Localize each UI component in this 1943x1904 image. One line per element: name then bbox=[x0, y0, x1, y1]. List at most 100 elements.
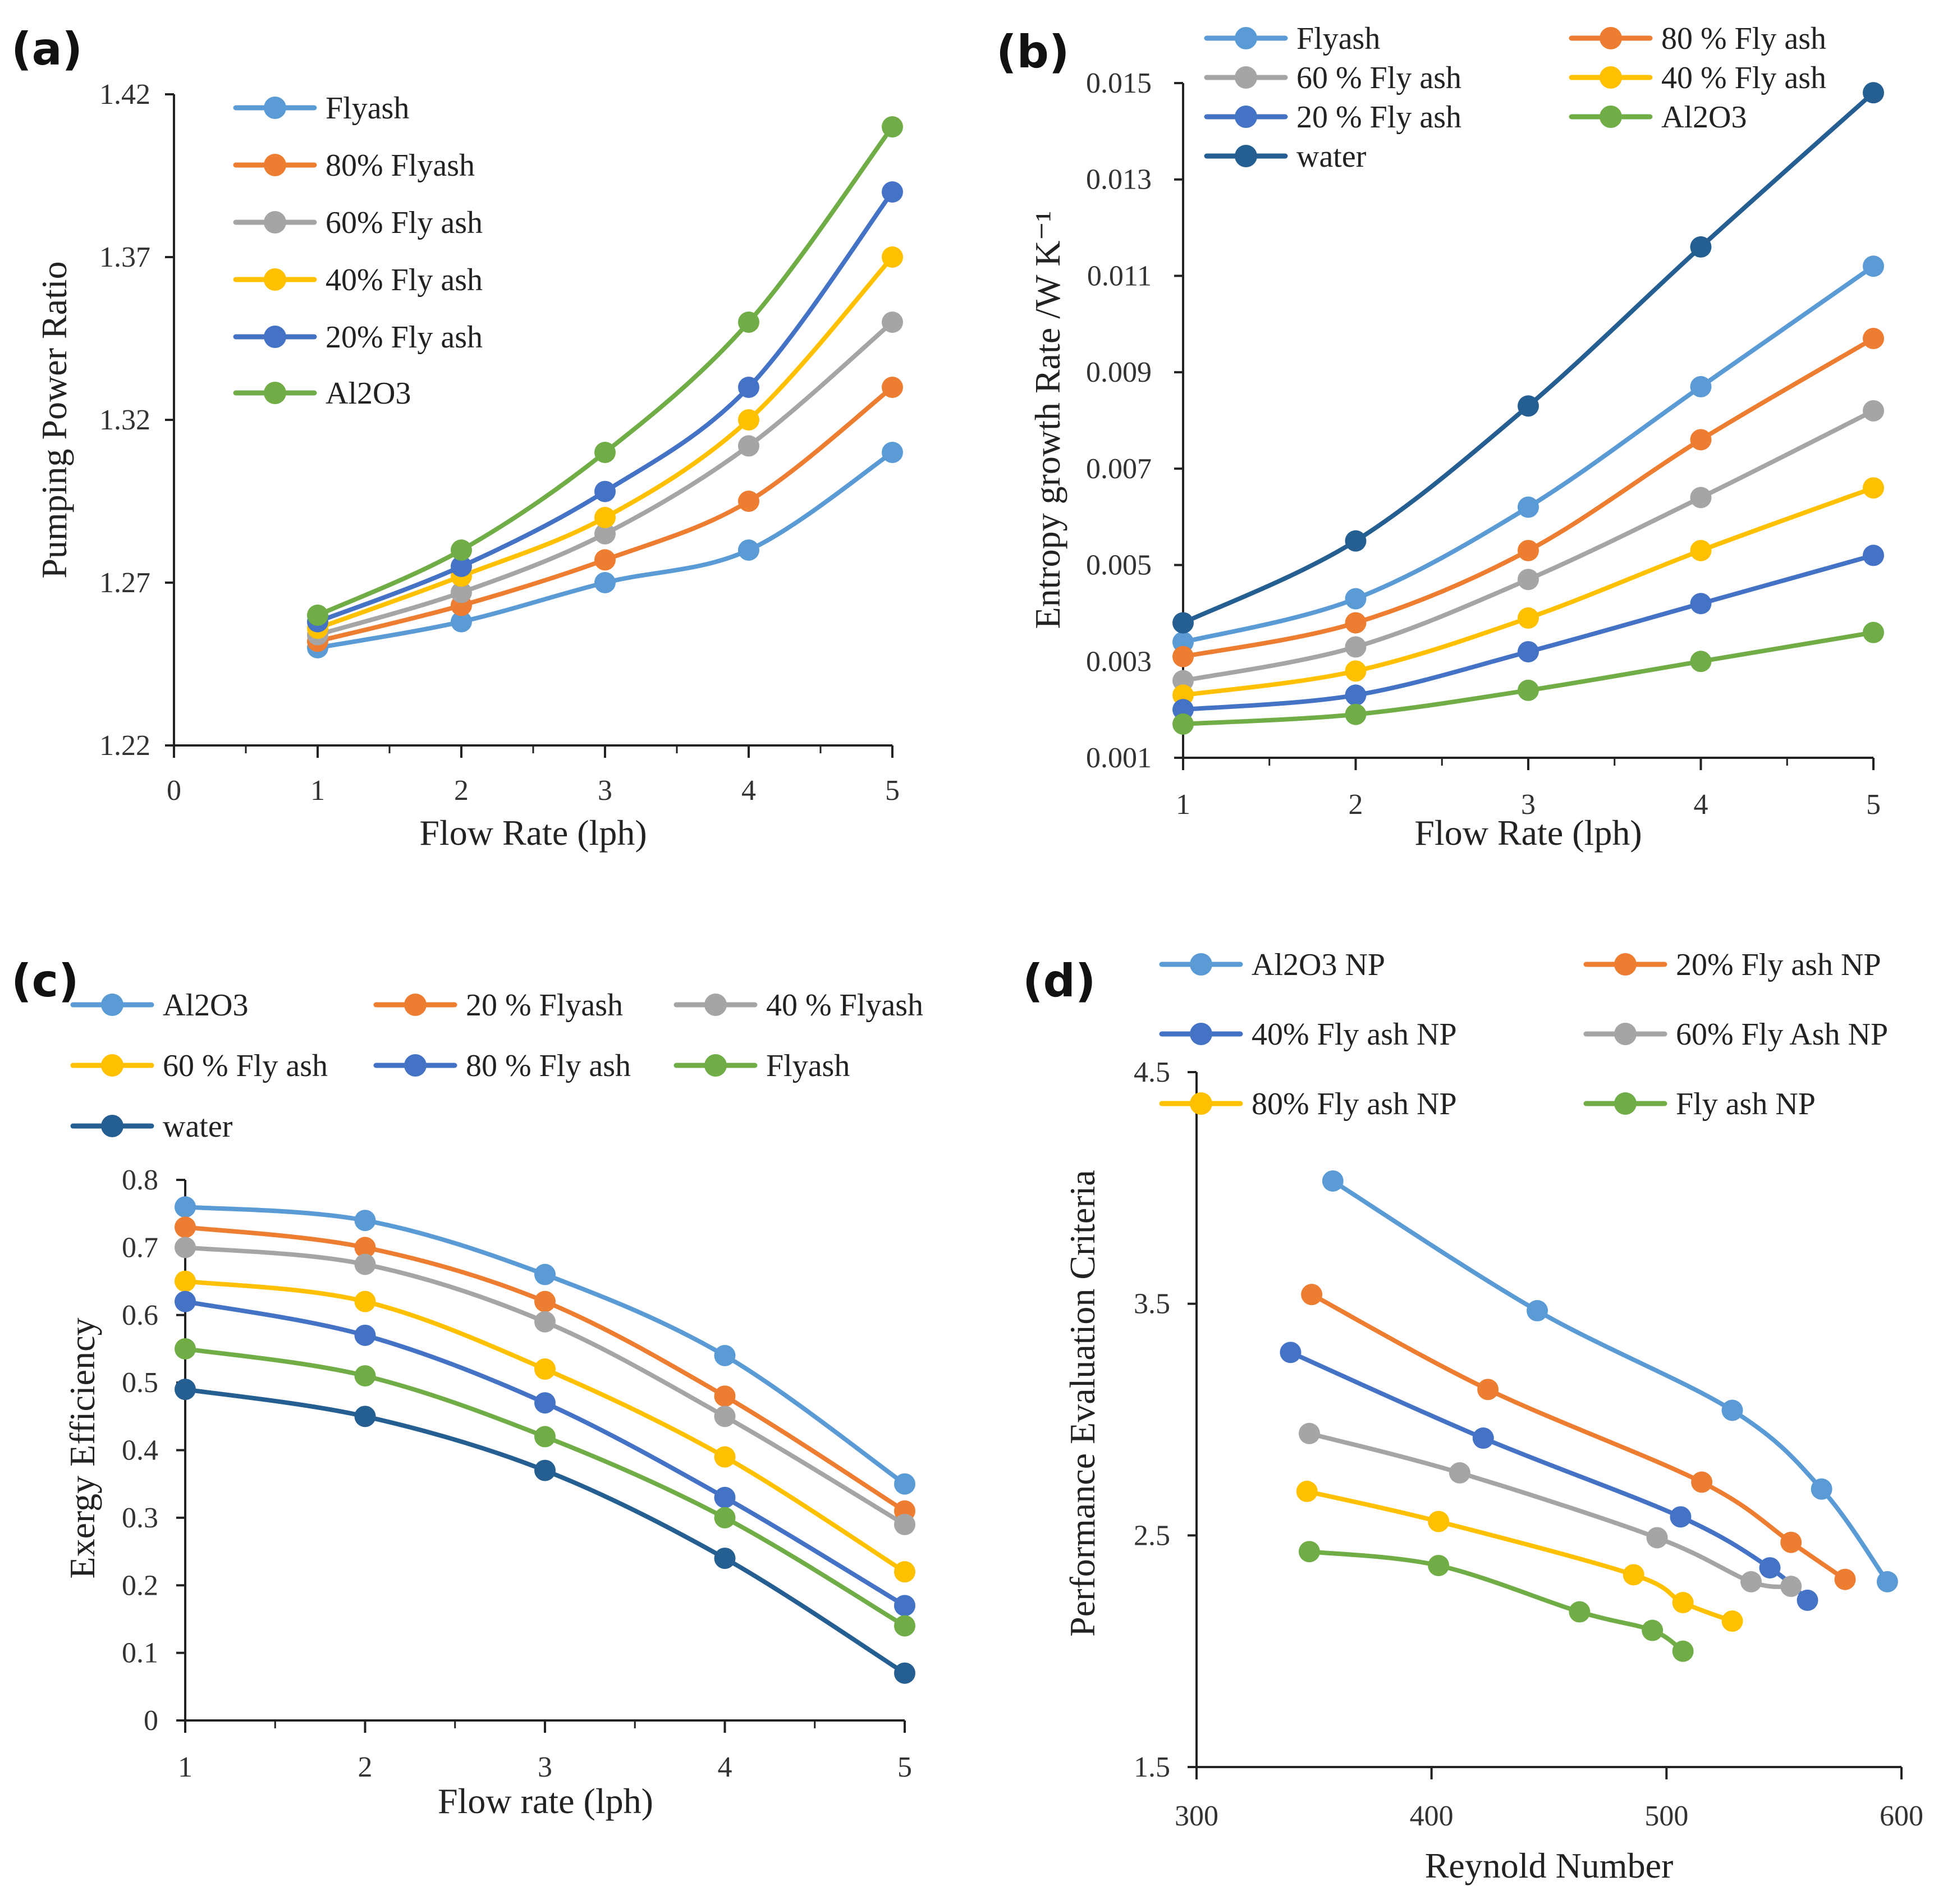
x-tick-label: 4 bbox=[741, 775, 756, 807]
x-tick-label: 300 bbox=[1175, 1800, 1218, 1832]
panel-label: (b) bbox=[996, 26, 1069, 78]
data-point bbox=[1876, 1571, 1898, 1592]
legend-swatch-marker bbox=[264, 154, 286, 176]
data-point bbox=[1721, 1610, 1743, 1632]
data-point bbox=[451, 582, 472, 603]
y-tick-label: 1.5 bbox=[1134, 1751, 1170, 1783]
data-point bbox=[1345, 684, 1367, 706]
y-tick-label: 0 bbox=[144, 1705, 158, 1737]
data-point bbox=[1296, 1480, 1318, 1502]
data-point bbox=[1518, 679, 1539, 701]
y-tick-label: 1.37 bbox=[99, 241, 150, 273]
data-point bbox=[714, 1385, 736, 1407]
data-point bbox=[714, 1344, 736, 1366]
data-point bbox=[714, 1406, 736, 1427]
data-point bbox=[1759, 1557, 1781, 1579]
legend-entry-label: 40 % Fly ash bbox=[1661, 61, 1826, 95]
legend-swatch-marker bbox=[101, 1115, 123, 1137]
data-point bbox=[594, 507, 616, 528]
data-point bbox=[354, 1237, 376, 1258]
data-point bbox=[175, 1270, 196, 1292]
y-tick-label: 0.001 bbox=[1086, 742, 1152, 774]
data-point bbox=[354, 1290, 376, 1312]
legend-swatch-marker bbox=[264, 326, 286, 348]
legend-swatch-marker bbox=[1600, 27, 1622, 49]
legend-entry-label: Flyash bbox=[326, 91, 409, 126]
data-point bbox=[882, 116, 903, 138]
legend-entry-label: 60 % Fly ash bbox=[1296, 61, 1461, 95]
data-point bbox=[1345, 530, 1367, 552]
data-point bbox=[714, 1446, 736, 1468]
data-point bbox=[882, 181, 903, 203]
data-point bbox=[354, 1406, 376, 1427]
data-point bbox=[534, 1426, 556, 1448]
data-point bbox=[451, 611, 472, 633]
data-point bbox=[1527, 1300, 1548, 1322]
data-point bbox=[894, 1662, 915, 1684]
legend-entry-label: 80 % Fly ash bbox=[1661, 21, 1826, 56]
y-tick-label: 0.6 bbox=[122, 1299, 158, 1331]
y-tick-label: 0.013 bbox=[1086, 164, 1152, 196]
series-line bbox=[183, 1346, 907, 1628]
data-point bbox=[1721, 1399, 1743, 1421]
legend-swatch-marker bbox=[1235, 66, 1257, 89]
x-tick-label: 2 bbox=[454, 775, 469, 807]
x-tick-label: 4 bbox=[1694, 789, 1708, 821]
legend-swatch-marker bbox=[1235, 145, 1257, 167]
data-point bbox=[594, 442, 616, 463]
data-point bbox=[1863, 544, 1884, 566]
x-tick-label: 0 bbox=[167, 775, 181, 807]
data-point bbox=[1863, 477, 1884, 499]
data-point bbox=[594, 549, 616, 571]
y-tick-label: 1.42 bbox=[99, 79, 150, 111]
y-tick-label: 0.8 bbox=[122, 1164, 158, 1196]
data-point bbox=[1642, 1619, 1664, 1641]
x-tick-label: 1 bbox=[178, 1751, 193, 1783]
data-point bbox=[1811, 1478, 1832, 1500]
data-point bbox=[738, 409, 759, 431]
data-point bbox=[534, 1264, 556, 1285]
x-tick-label: 5 bbox=[897, 1751, 912, 1783]
data-point bbox=[738, 435, 759, 457]
y-tick-label: 0.3 bbox=[122, 1502, 158, 1534]
legend-entry-label: Al2O3 NP bbox=[1252, 948, 1385, 982]
legend-entry-label: 20% Fly ash bbox=[326, 320, 483, 355]
data-point bbox=[1301, 1284, 1323, 1306]
data-point bbox=[714, 1507, 736, 1528]
data-point bbox=[1280, 1342, 1302, 1363]
legend-entry-label: 40 % Flyash bbox=[766, 988, 923, 1023]
x-axis-label: Flow Rate (lph) bbox=[1414, 813, 1642, 853]
series-line bbox=[1330, 1178, 1890, 1584]
legend-swatch-marker bbox=[101, 1054, 123, 1077]
data-point bbox=[894, 1595, 915, 1617]
y-tick-label: 0.007 bbox=[1086, 453, 1152, 485]
data-point bbox=[1690, 429, 1712, 451]
data-point bbox=[738, 491, 759, 512]
data-point bbox=[1428, 1554, 1450, 1576]
legend-swatch-marker bbox=[1190, 1023, 1212, 1045]
legend-entry-label: Al2O3 bbox=[326, 376, 411, 411]
data-point bbox=[594, 572, 616, 593]
data-point bbox=[1518, 607, 1539, 629]
data-point bbox=[1690, 376, 1712, 397]
data-point bbox=[894, 1615, 915, 1637]
data-point bbox=[354, 1210, 376, 1232]
data-point bbox=[1690, 487, 1712, 509]
data-point bbox=[1172, 713, 1194, 735]
data-point bbox=[451, 539, 472, 561]
series-line bbox=[1288, 1350, 1810, 1603]
legend-swatch-marker bbox=[264, 382, 286, 404]
legend-entry-label: 80% Flyash bbox=[326, 148, 475, 183]
data-point bbox=[1518, 496, 1539, 518]
panel-label: (d) bbox=[1023, 955, 1096, 1007]
data-point bbox=[1345, 660, 1367, 682]
data-point bbox=[1797, 1589, 1818, 1611]
y-tick-label: 1.32 bbox=[99, 404, 150, 436]
x-tick-label: 400 bbox=[1410, 1800, 1454, 1832]
data-point bbox=[1863, 400, 1884, 422]
data-point bbox=[894, 1561, 915, 1583]
x-tick-label: 5 bbox=[885, 775, 900, 807]
data-point bbox=[1863, 328, 1884, 350]
data-point bbox=[1472, 1427, 1494, 1449]
